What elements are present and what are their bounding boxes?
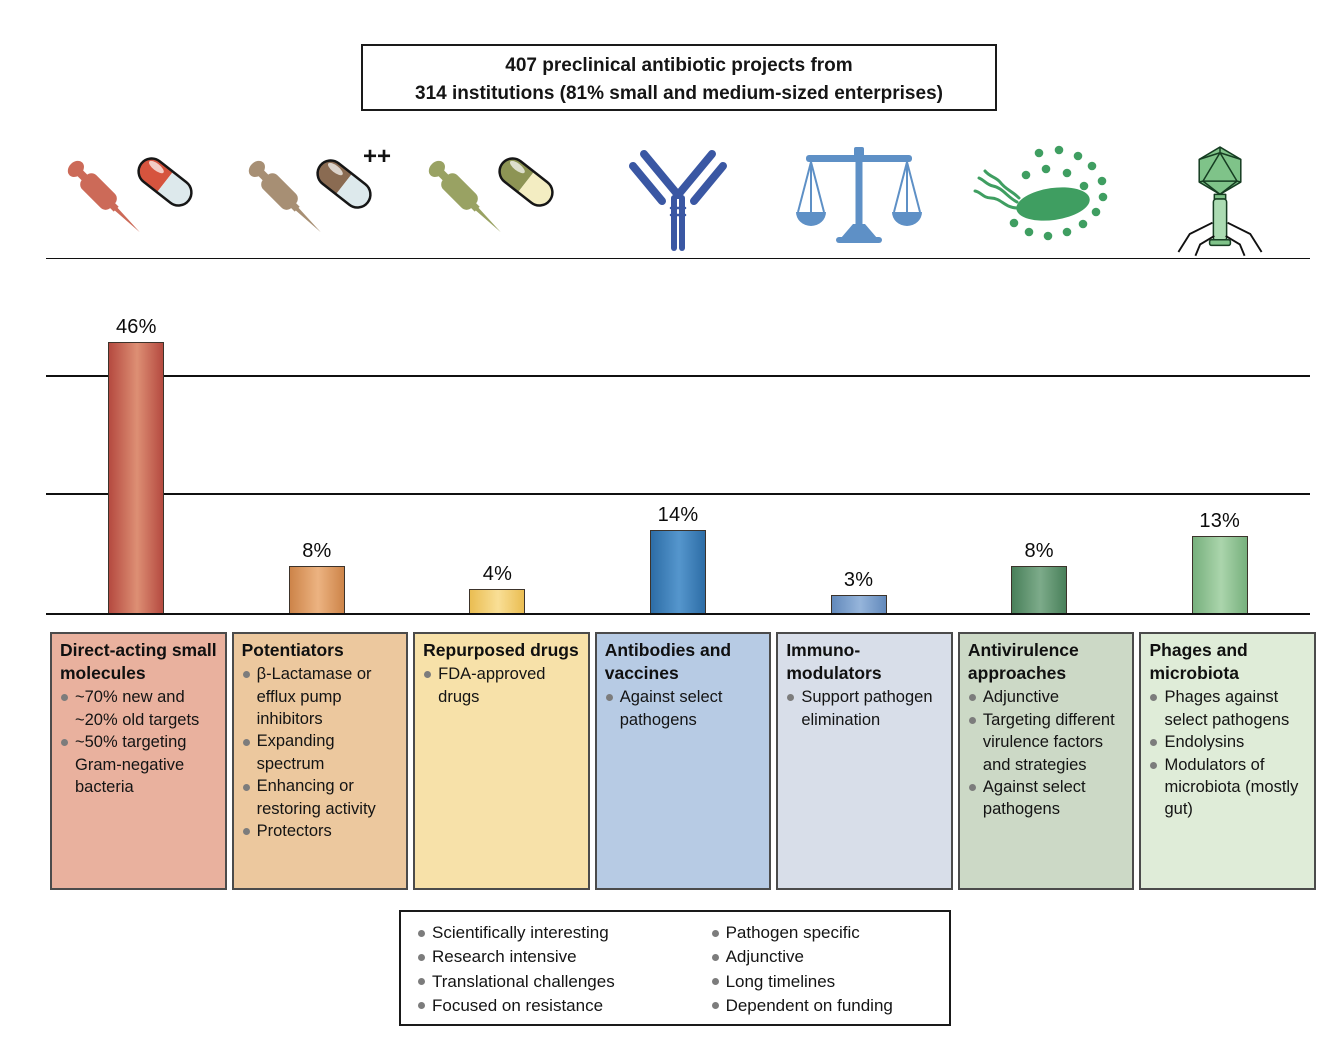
category-bullet-list: β-Lactamase or efflux pump inhibitors Exp…: [242, 663, 399, 843]
bar-value-label: 46%: [115, 315, 157, 338]
bullet-item: Dependent on funding: [711, 994, 939, 1018]
bullet-item: Against select pathogens: [605, 686, 762, 731]
bar-group: 4%: [407, 259, 588, 613]
bar-group: 8%: [227, 259, 408, 613]
bullet-item: Modulators of microbiota (mostly gut): [1149, 754, 1306, 821]
title-line1-text: preclinical antibiotic projects from: [537, 55, 853, 76]
bullet-item: Enhancing or restoring activity: [242, 775, 399, 820]
shared-traits-right-list: Pathogen specific Adjunctive Long timeline…: [711, 921, 939, 1018]
bullet-item: Expanding spectrum: [242, 730, 399, 775]
bullet-item: Research intensive: [417, 945, 703, 969]
bar-chart: 46% 8% 4% 14% 3% 8% 13%: [46, 258, 1310, 615]
category-box: Antivirulence approaches Adjunctive Target…: [957, 632, 1135, 890]
category-box: Direct-acting small molecules ~70% new an…: [50, 632, 227, 890]
bar-group: 13%: [1129, 259, 1310, 613]
category-box-title: Phages and microbiota: [1149, 640, 1248, 684]
bullet-item: Endolysins: [1149, 731, 1306, 753]
bar-value-label: 8%: [1024, 539, 1054, 562]
title-count-projects: 407: [505, 55, 537, 76]
category-bullet-list: ~70% new and ~20% old targets ~50% target…: [60, 686, 217, 798]
bar-group: 46%: [46, 259, 227, 613]
category-box-title: Direct-acting small molecules: [60, 640, 217, 684]
bullet-item: Pathogen specific: [711, 921, 939, 945]
category-box-title: Immuno-modulators: [786, 640, 882, 684]
category-bullet-list: Against select pathogens: [605, 686, 762, 731]
category-box: Potentiators β-Lactamase or efflux pump i…: [231, 632, 409, 890]
bullet-item: Long timelines: [711, 970, 939, 994]
bar: [469, 589, 526, 613]
bar-value-label: 14%: [657, 504, 699, 527]
bullet-item: Phages against select pathogens: [1149, 686, 1306, 731]
bar: [288, 565, 345, 613]
category-box-title: Antivirulence approaches: [967, 640, 1079, 684]
bullet-item: FDA-approved drugs: [423, 663, 580, 708]
bar: [1011, 565, 1068, 613]
bullet-item: Scientifically interesting: [417, 921, 703, 945]
bullet-item: Focused on resistance: [417, 994, 703, 1018]
bacteriophage-icon: [1145, 144, 1295, 257]
category-bullet-list: Phages against select pathogens Endolysin…: [1149, 686, 1306, 821]
title-box: 407 preclinical antibiotic projects from…: [361, 44, 997, 111]
category-bullet-list: Support pathogen elimination: [786, 686, 943, 731]
bar: [649, 530, 706, 613]
category-box-title: Potentiators: [241, 640, 344, 660]
bullet-item: Translational challenges: [417, 970, 703, 994]
title-count-institutions: 314: [415, 82, 447, 104]
bullet-item: Protectors: [242, 820, 399, 842]
category-boxes-row: Direct-acting small molecules ~70% new an…: [50, 632, 1317, 890]
bullet-item: Support pathogen elimination: [786, 686, 943, 731]
category-box: Repurposed drugs FDA-approved drugs: [413, 632, 590, 890]
balance-scale-icon: [784, 144, 934, 256]
category-box-title: Repurposed drugs: [423, 640, 579, 660]
bar-group: 3%: [768, 259, 949, 613]
bar-group: 8%: [949, 259, 1130, 613]
title-line2-text: institutions (81% small and medium-sized…: [446, 82, 943, 104]
category-bullet-list: FDA-approved drugs: [423, 663, 580, 708]
bar-value-label: 3%: [843, 569, 874, 592]
bullet-item: Targeting different virulence factors an…: [968, 709, 1125, 776]
antibody-icon: [603, 144, 753, 256]
bar-value-label: 13%: [1199, 510, 1241, 533]
bar-value-label: 8%: [302, 539, 332, 562]
shared-traits-box: Scientifically interesting Research inten…: [399, 910, 951, 1026]
bar-group: 14%: [588, 259, 769, 613]
plus-plus-label: ++: [363, 144, 391, 170]
gridline-40: [46, 375, 1310, 377]
category-icons-row: ++: [46, 142, 1310, 258]
category-box-title: Antibodies and vaccines: [604, 640, 732, 684]
bullet-item: Against select pathogens: [968, 776, 1125, 821]
gridline-20: [46, 493, 1310, 495]
bar: [830, 595, 887, 613]
syringe-capsule-olive-icon: [422, 144, 572, 256]
bullet-item: β-Lactamase or efflux pump inhibitors: [242, 663, 399, 730]
bullet-item: Adjunctive: [968, 686, 1125, 708]
shared-traits-left-list: Scientifically interesting Research inten…: [417, 921, 703, 1018]
category-box: Phages and microbiota Phages against sele…: [1139, 632, 1317, 890]
bullet-item: ~50% targeting Gram-negative bacteria: [60, 731, 217, 798]
bullet-item: ~70% new and ~20% old targets: [60, 686, 217, 731]
syringe-capsule-brown-plus-icon: ++: [242, 144, 392, 256]
bar: [1191, 536, 1248, 613]
syringe-capsule-red-icon: [61, 144, 211, 256]
category-bullet-list: Adjunctive Targeting different virulence …: [968, 686, 1125, 821]
bacteria-icon: [964, 144, 1114, 256]
bar: [108, 341, 165, 613]
bars-area: 46% 8% 4% 14% 3% 8% 13%: [46, 259, 1310, 613]
category-box: Antibodies and vaccines Against select pa…: [594, 632, 772, 890]
category-box: Immuno-modulators Support pathogen elimin…: [776, 632, 953, 890]
bar-value-label: 4%: [482, 563, 513, 586]
bullet-item: Adjunctive: [711, 945, 939, 969]
